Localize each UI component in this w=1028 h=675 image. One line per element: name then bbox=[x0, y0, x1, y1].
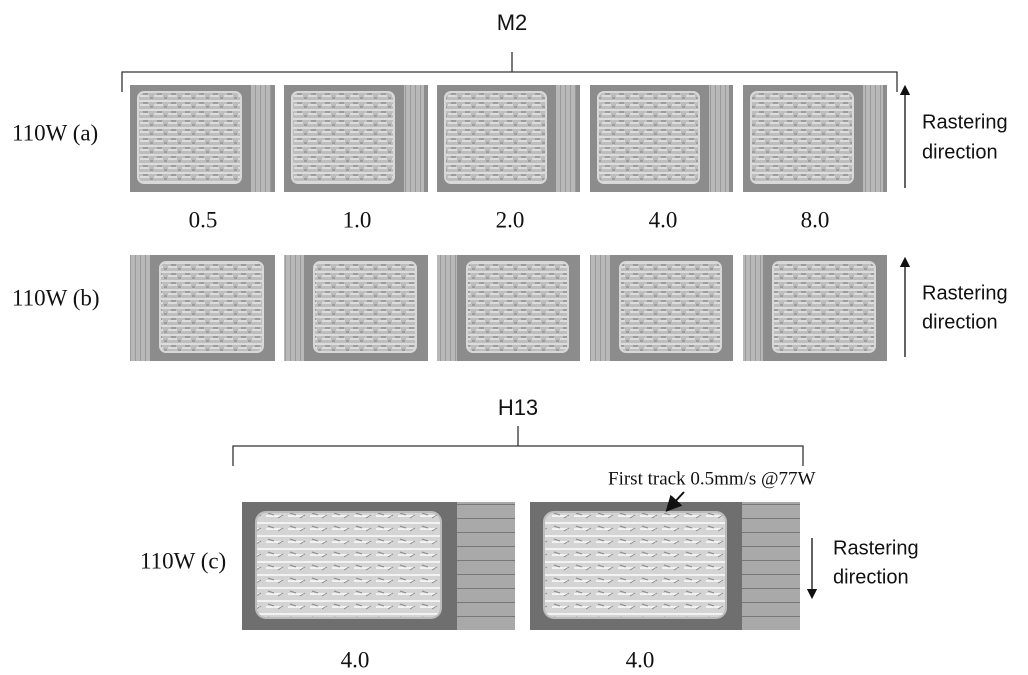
photo bbox=[530, 502, 800, 630]
photo bbox=[590, 85, 733, 192]
speed-label: 1.0 bbox=[343, 207, 372, 232]
direction-text: Rastering bbox=[833, 537, 919, 559]
photo bbox=[284, 255, 428, 361]
photo bbox=[743, 255, 887, 361]
speed-label: 4.0 bbox=[626, 647, 655, 672]
speed-label: 2.0 bbox=[496, 207, 525, 232]
group-title: M2 bbox=[497, 10, 528, 35]
photo bbox=[437, 85, 580, 192]
photo bbox=[590, 255, 733, 361]
speed-label: 8.0 bbox=[801, 207, 830, 232]
direction-text: Rastering bbox=[922, 282, 1008, 304]
photo bbox=[437, 255, 580, 361]
row-label: 110W (a) bbox=[12, 120, 98, 145]
group-title: H13 bbox=[498, 395, 538, 420]
speed-label: 0.5 bbox=[189, 207, 218, 232]
page: M2 110W (a) Rastering direction 110W (b)… bbox=[0, 0, 1028, 675]
direction-text: Rastering bbox=[922, 111, 1008, 133]
direction-text: direction bbox=[922, 311, 998, 333]
speed-label: 4.0 bbox=[649, 207, 678, 232]
photo bbox=[130, 85, 275, 192]
annotation: First track 0.5mm/s @77W bbox=[608, 468, 816, 489]
direction-text: direction bbox=[833, 566, 909, 588]
photo bbox=[130, 255, 275, 361]
row-label: 110W (b) bbox=[12, 285, 100, 310]
row-label: 110W (c) bbox=[140, 548, 226, 573]
speed-label: 4.0 bbox=[341, 647, 370, 672]
photo bbox=[242, 502, 515, 630]
bracket bbox=[233, 426, 803, 466]
photo bbox=[743, 85, 887, 192]
photo bbox=[284, 85, 428, 192]
figure: M2 110W (a) Rastering direction 110W (b)… bbox=[0, 0, 1028, 675]
direction-text: direction bbox=[922, 141, 998, 163]
